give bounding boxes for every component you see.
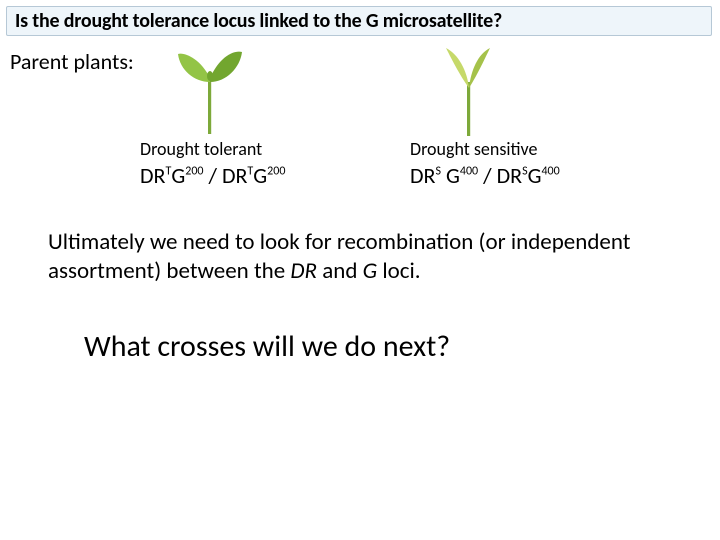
geno-text: G [253,162,267,189]
plant-tolerant-icon [176,50,246,134]
body-paragraph: Ultimately we need to look for recombina… [48,228,648,286]
geno-sup: 400 [541,165,559,179]
body-text: loci. [377,257,420,285]
plant-sensitive-icon [438,48,500,136]
tolerant-genotype: DRTG200 / DRTG200 [140,162,370,189]
body-dr: DR [290,257,317,285]
sensitive-label: Drought sensitive [410,138,660,160]
geno-text: DR [140,162,165,189]
sensitive-genotype: DRS G400 / DRSG400 [410,162,660,189]
page-title: Is the drought tolerance locus linked to… [15,9,502,33]
geno-text: G [446,162,460,189]
subtitle: Parent plants: [10,48,134,75]
tolerant-block: Drought tolerant DRTG200 / DRTG200 [140,138,370,189]
geno-sup: 200 [267,165,285,179]
geno-sup: 400 [460,165,478,179]
slash: / [478,162,496,189]
body-g: G [363,257,378,285]
geno-sup: 200 [185,165,203,179]
tolerant-label: Drought tolerant [140,138,370,160]
geno-text: G [171,162,185,189]
geno-text: DR [410,162,435,189]
body-text: and [317,257,363,285]
question-text: What crosses will we do next? [84,328,450,365]
title-bar: Is the drought tolerance locus linked to… [6,6,712,36]
slash: / [203,162,221,189]
sensitive-block: Drought sensitive DRS G400 / DRSG400 [410,138,660,189]
geno-text: G [528,162,542,189]
geno-text: DR [497,162,522,189]
geno-text: DR [222,162,247,189]
